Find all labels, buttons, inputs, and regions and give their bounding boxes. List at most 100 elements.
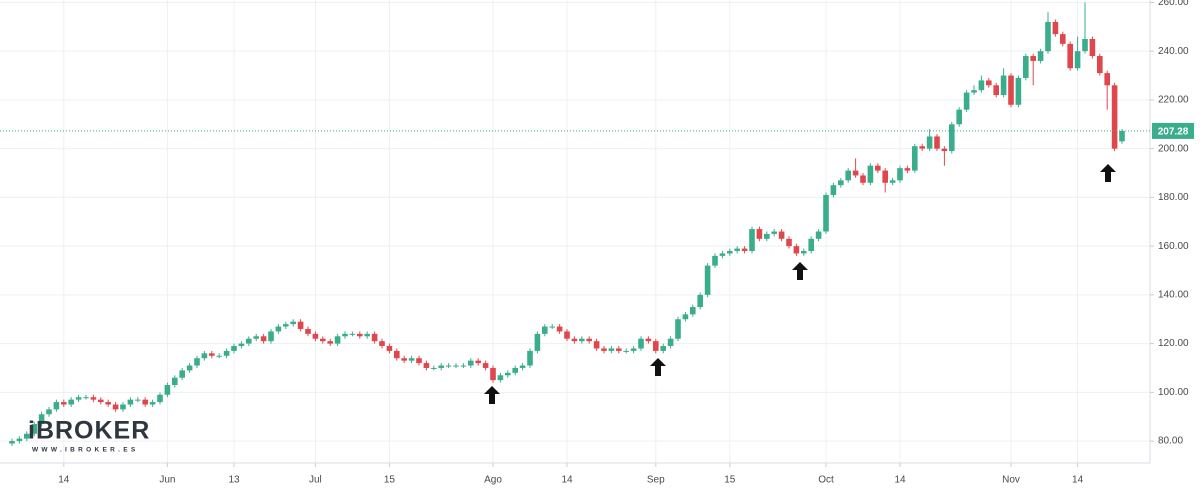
candle-body xyxy=(186,365,193,371)
candle-body xyxy=(194,358,200,366)
candle-body xyxy=(9,441,15,444)
candle-body xyxy=(260,336,267,342)
x-tick-label: 14 xyxy=(1072,475,1084,486)
candle-body xyxy=(283,324,289,327)
candle-body xyxy=(586,338,592,342)
candle-body xyxy=(334,336,341,344)
candle-body xyxy=(201,353,208,359)
candle-body xyxy=(1037,51,1044,61)
candle-body xyxy=(1045,21,1051,52)
candle-body xyxy=(549,326,555,328)
candle-body xyxy=(238,343,245,347)
candle-body xyxy=(734,248,740,251)
candle-body xyxy=(401,358,407,361)
candle-body xyxy=(1030,56,1036,61)
candle-body xyxy=(460,365,467,367)
arrow xyxy=(1100,164,1116,182)
candle-body xyxy=(135,399,141,401)
candle-body xyxy=(1060,34,1066,44)
candle-body xyxy=(601,348,607,351)
candle-body xyxy=(741,248,748,251)
candle-body xyxy=(823,194,829,232)
y-tick-label: 160.00 xyxy=(1158,241,1189,252)
candle-body xyxy=(112,404,119,410)
candle-body xyxy=(882,170,888,183)
candle-body xyxy=(1104,73,1110,86)
candle-body xyxy=(690,307,696,315)
candle-body xyxy=(179,370,185,378)
x-tick-label: Sep xyxy=(647,475,665,486)
candle-body xyxy=(616,348,622,351)
candle-body xyxy=(593,341,600,349)
candle-body xyxy=(830,185,837,195)
candle-body xyxy=(1082,38,1088,52)
candle-body xyxy=(1111,85,1118,149)
candle-body xyxy=(534,333,541,351)
last-price-box xyxy=(1152,122,1194,139)
candle-body xyxy=(852,170,859,176)
candle-body xyxy=(875,165,881,171)
candle-body xyxy=(83,397,89,399)
candle-body xyxy=(172,377,178,386)
candle-body xyxy=(209,353,215,356)
candle-body xyxy=(653,341,659,351)
candle-body xyxy=(246,338,252,344)
candle-body xyxy=(860,175,866,183)
candle-body xyxy=(468,360,474,366)
logo-url: WWW.IBROKER.ES xyxy=(32,447,139,454)
candle-body xyxy=(1089,38,1096,57)
candle-body xyxy=(1000,75,1007,96)
candle-body xyxy=(75,397,82,400)
y-tick-label: 200.00 xyxy=(1158,143,1189,154)
y-tick-label: 80.00 xyxy=(1158,436,1183,447)
candle-body xyxy=(660,346,666,351)
y-tick-label: 260.00 xyxy=(1158,0,1189,8)
candle-body xyxy=(756,229,763,239)
candle-body xyxy=(963,92,970,110)
candle-body xyxy=(438,365,444,368)
candle-body xyxy=(623,350,629,352)
x-tick-label: Oct xyxy=(818,475,834,486)
candle-body xyxy=(527,350,533,366)
y-tick-label: 240.00 xyxy=(1158,46,1189,57)
candle-body xyxy=(149,402,156,405)
candle-body xyxy=(223,350,230,356)
y-tick-label: 120.00 xyxy=(1158,338,1189,349)
y-tick-label: 180.00 xyxy=(1158,192,1189,203)
x-tick-label: 15 xyxy=(724,475,736,486)
candle-body xyxy=(912,146,918,171)
candle-body xyxy=(978,80,985,91)
candle-body xyxy=(1023,56,1029,78)
arrow xyxy=(484,386,500,404)
candle-body xyxy=(423,363,430,368)
candle-body xyxy=(164,385,171,395)
candle-body xyxy=(667,338,674,347)
candle-body xyxy=(357,333,363,337)
candle-body xyxy=(704,265,711,295)
candle-body xyxy=(408,358,415,361)
x-tick-label: 13 xyxy=(228,475,240,486)
grid xyxy=(0,0,1150,463)
candle-body xyxy=(320,338,326,342)
candle-body xyxy=(53,402,60,410)
candle-body xyxy=(926,136,933,149)
candle-body xyxy=(564,331,570,339)
candle-body xyxy=(845,170,851,181)
candles xyxy=(9,2,1125,446)
y-tick-label: 140.00 xyxy=(1158,289,1189,300)
candle-body xyxy=(786,238,792,247)
candle-body xyxy=(1008,75,1014,105)
candle-body xyxy=(305,328,311,334)
candle-body xyxy=(556,326,563,332)
candle-body xyxy=(157,394,163,403)
candle-body xyxy=(453,365,459,367)
candle-body xyxy=(749,229,755,251)
candle-body xyxy=(490,367,496,381)
x-tick-label: Nov xyxy=(1002,475,1020,486)
candle-body xyxy=(778,231,785,239)
candle-body xyxy=(571,338,578,342)
candle-body xyxy=(46,409,52,415)
candle-body xyxy=(127,399,134,405)
candle-body xyxy=(608,348,615,351)
